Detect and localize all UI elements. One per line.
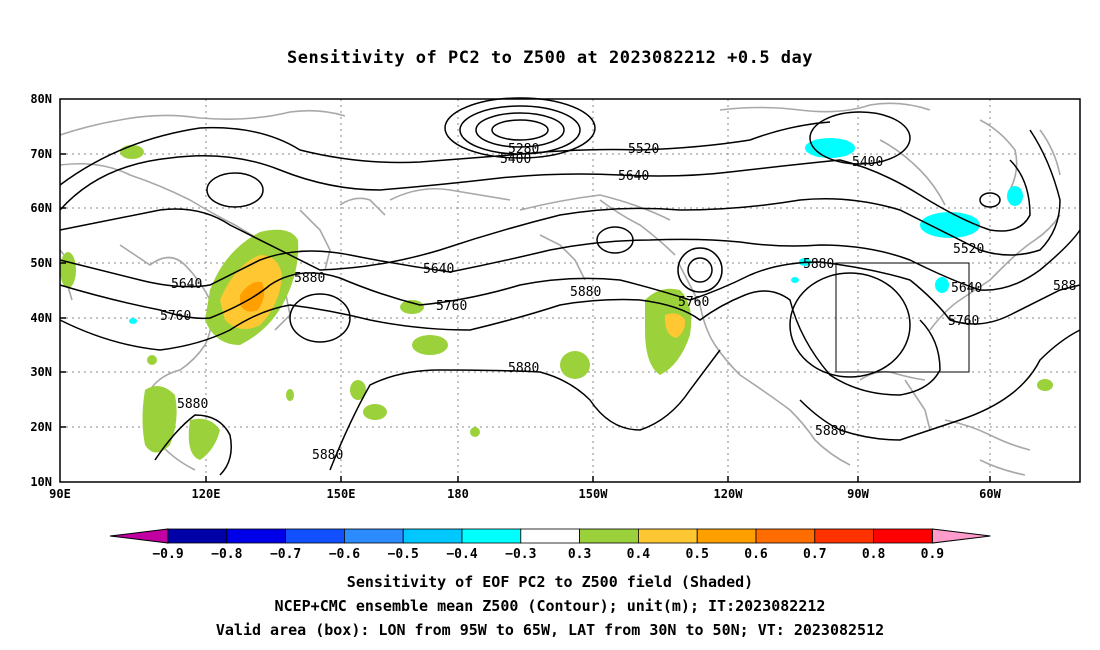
contour-label: 5640 bbox=[423, 262, 454, 277]
longitude-labels: 90E 120E 150E 180 150W 120W 90W 60W bbox=[49, 487, 1001, 501]
colorbar-swatch bbox=[285, 528, 345, 544]
colorbar-swatch bbox=[226, 528, 287, 544]
caption-line-1: Sensitivity of EOF PC2 to Z500 field (Sh… bbox=[346, 573, 754, 591]
colorbar-swatch bbox=[638, 528, 698, 544]
colorbar-tick-label: −0.6 bbox=[329, 547, 360, 562]
lon-label: 150E bbox=[327, 487, 356, 501]
contour-label: 5880 bbox=[815, 424, 846, 439]
lon-label: 90W bbox=[847, 487, 869, 501]
contour-labels: 5280 5400 5520 5640 5400 5520 5640 5640 … bbox=[160, 142, 1076, 463]
colorbar-tick-label: −0.7 bbox=[270, 547, 301, 562]
caption-line-3: Valid area (box): LON from 95W to 65W, L… bbox=[215, 621, 885, 639]
lon-label: 90E bbox=[49, 487, 71, 501]
colorbar-tick-label: −0.8 bbox=[211, 547, 242, 562]
lon-label: 120W bbox=[714, 487, 744, 501]
contour-label: 5760 bbox=[160, 309, 191, 324]
colorbar-tick-label: 0.7 bbox=[803, 547, 826, 562]
colorbar-tick-label: 0.8 bbox=[862, 547, 886, 562]
contour-label: 5880 bbox=[294, 271, 325, 286]
colorbar-tick-label: −0.3 bbox=[505, 547, 536, 562]
colorbar-swatch bbox=[579, 528, 639, 544]
colorbar-tick-label: 0.3 bbox=[568, 547, 591, 562]
caption-line-2: NCEP+CMC ensemble mean Z500 (Contour); u… bbox=[274, 597, 826, 615]
map-panel: 5280 5400 5520 5640 5400 5520 5640 5640 … bbox=[59, 97, 1081, 483]
colorbar-swatch bbox=[873, 528, 933, 544]
colorbar-arrow-low bbox=[109, 528, 169, 544]
contour-label: 5520 bbox=[953, 242, 984, 257]
contour-label: 5880 bbox=[312, 448, 343, 463]
colorbar-tick-label: 0.6 bbox=[744, 547, 768, 562]
contour-label: 5640 bbox=[951, 281, 982, 296]
contour-label: 588 bbox=[1053, 279, 1076, 294]
contour-label: 5520 bbox=[628, 142, 659, 157]
colorbar-swatch bbox=[402, 528, 463, 544]
lat-label: 70N bbox=[30, 147, 52, 161]
lon-label: 120E bbox=[192, 487, 221, 501]
colorbar-swatch bbox=[696, 528, 757, 544]
colorbar-tick-label: −0.5 bbox=[388, 547, 419, 562]
contour-label: 5400 bbox=[500, 152, 531, 167]
lat-label: 60N bbox=[30, 201, 52, 215]
contour-label: 5760 bbox=[436, 299, 467, 314]
colorbar: −0.9 −0.8 −0.7 −0.6 −0.5 −0.4 −0.3 0.3 0.4 0.5 0.6… bbox=[109, 528, 991, 562]
coastlines bbox=[59, 102, 1061, 476]
lon-label: 60W bbox=[979, 487, 1001, 501]
colorbar-tick-label: 0.4 bbox=[627, 547, 651, 562]
contour-label: 5640 bbox=[171, 277, 202, 292]
colorbar-arrow-high bbox=[931, 528, 991, 544]
contour-label: 5760 bbox=[948, 314, 979, 329]
lat-label: 20N bbox=[30, 420, 52, 434]
colorbar-swatch bbox=[343, 528, 404, 544]
lat-label: 30N bbox=[30, 365, 52, 379]
colorbar-tick-label: 0.5 bbox=[685, 547, 708, 562]
lat-label: 80N bbox=[30, 92, 52, 106]
latitude-labels: 80N 70N 60N 50N 40N 30N 20N 10N bbox=[30, 92, 52, 489]
colorbar-tick-label: −0.4 bbox=[446, 547, 477, 562]
colorbar-swatch bbox=[755, 528, 816, 544]
valid-area-box bbox=[835, 262, 970, 373]
contour-label: 5880 bbox=[177, 397, 208, 412]
colorbar-tick-label: −0.9 bbox=[152, 547, 183, 562]
colorbar-swatch bbox=[461, 528, 522, 544]
contour-label: 5880 bbox=[508, 361, 539, 376]
lat-label: 40N bbox=[30, 311, 52, 325]
lat-label: 50N bbox=[30, 256, 52, 270]
lon-label: 150W bbox=[579, 487, 609, 501]
contour-label: 5640 bbox=[618, 169, 649, 184]
contour-label: 5280 bbox=[508, 142, 539, 157]
map-title: Sensitivity of PC2 to Z500 at 2023082212… bbox=[286, 48, 813, 68]
colorbar-swatch bbox=[520, 528, 580, 544]
lon-label: 180 bbox=[447, 487, 469, 501]
lat-label: 10N bbox=[30, 475, 52, 489]
contour-label: 5400 bbox=[852, 155, 883, 170]
contour-label: 5880 bbox=[803, 257, 834, 272]
colorbar-swatch bbox=[814, 528, 874, 544]
colorbar-swatch bbox=[167, 528, 228, 544]
colorbar-tick-label: 0.9 bbox=[921, 547, 944, 562]
contour-label: 5760 bbox=[678, 295, 709, 310]
z500-contours bbox=[59, 97, 1081, 476]
contour-label: 5880 bbox=[570, 285, 601, 300]
